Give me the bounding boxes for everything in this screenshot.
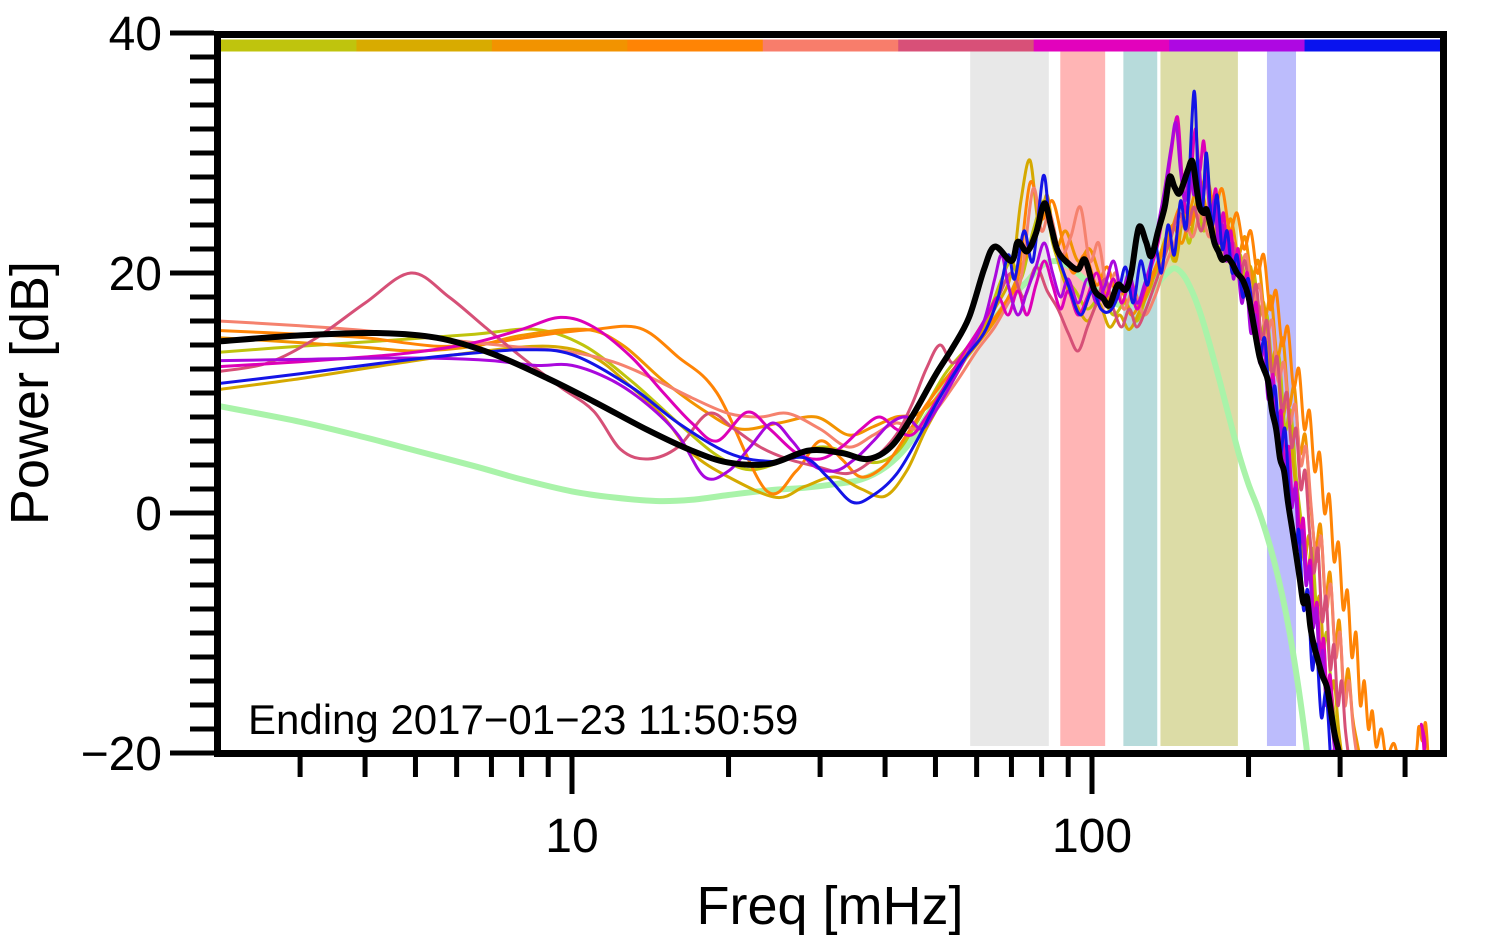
colorbar-segment-9 [1304, 39, 1441, 52]
axis-ticks-layer [170, 30, 1408, 794]
colorbar-segment-8 [1169, 39, 1306, 52]
pink-band [1060, 51, 1106, 746]
x-tick-label-100: 100 [1052, 810, 1132, 863]
colorbar-segment-4 [627, 39, 764, 52]
y-tick-label-0: 0 [135, 488, 162, 541]
y-tick-label--20: −20 [81, 728, 162, 781]
colorbar-segment-7 [1033, 39, 1170, 52]
series-blue-line [221, 90, 1332, 750]
x-axis-title: Freq [mHz] [696, 876, 963, 936]
ending-timestamp-annotation: Ending 2017−01−23 11:50:59 [248, 696, 798, 743]
plot-frame [214, 31, 1447, 757]
gray-band [970, 51, 1049, 746]
colorbar-segment-2 [356, 39, 493, 52]
time-colorbar [221, 39, 1441, 52]
x-tick-label-10: 10 [545, 810, 598, 863]
colorbar-segment-6 [898, 39, 1035, 52]
series-salmon-line [221, 186, 1358, 750]
spectra-curves-layer [221, 90, 1430, 750]
axis-tick-labels: 10 100 40 20 0 −20 [81, 8, 1132, 863]
series-black-mean-line [221, 157, 1342, 750]
colorbar-segment-1 [221, 39, 357, 52]
y-axis-title: Power [dB] [0, 261, 60, 525]
y-tick-label-40: 40 [109, 8, 162, 61]
colorbar-segment-3 [491, 39, 628, 52]
shaded-bands-layer [970, 51, 1297, 746]
series-magenta-line [221, 115, 1427, 750]
colorbar-segment-5 [762, 39, 899, 52]
series-rose-line [221, 205, 1350, 750]
teal-band [1123, 51, 1158, 746]
y-tick-label-20: 20 [109, 248, 162, 301]
